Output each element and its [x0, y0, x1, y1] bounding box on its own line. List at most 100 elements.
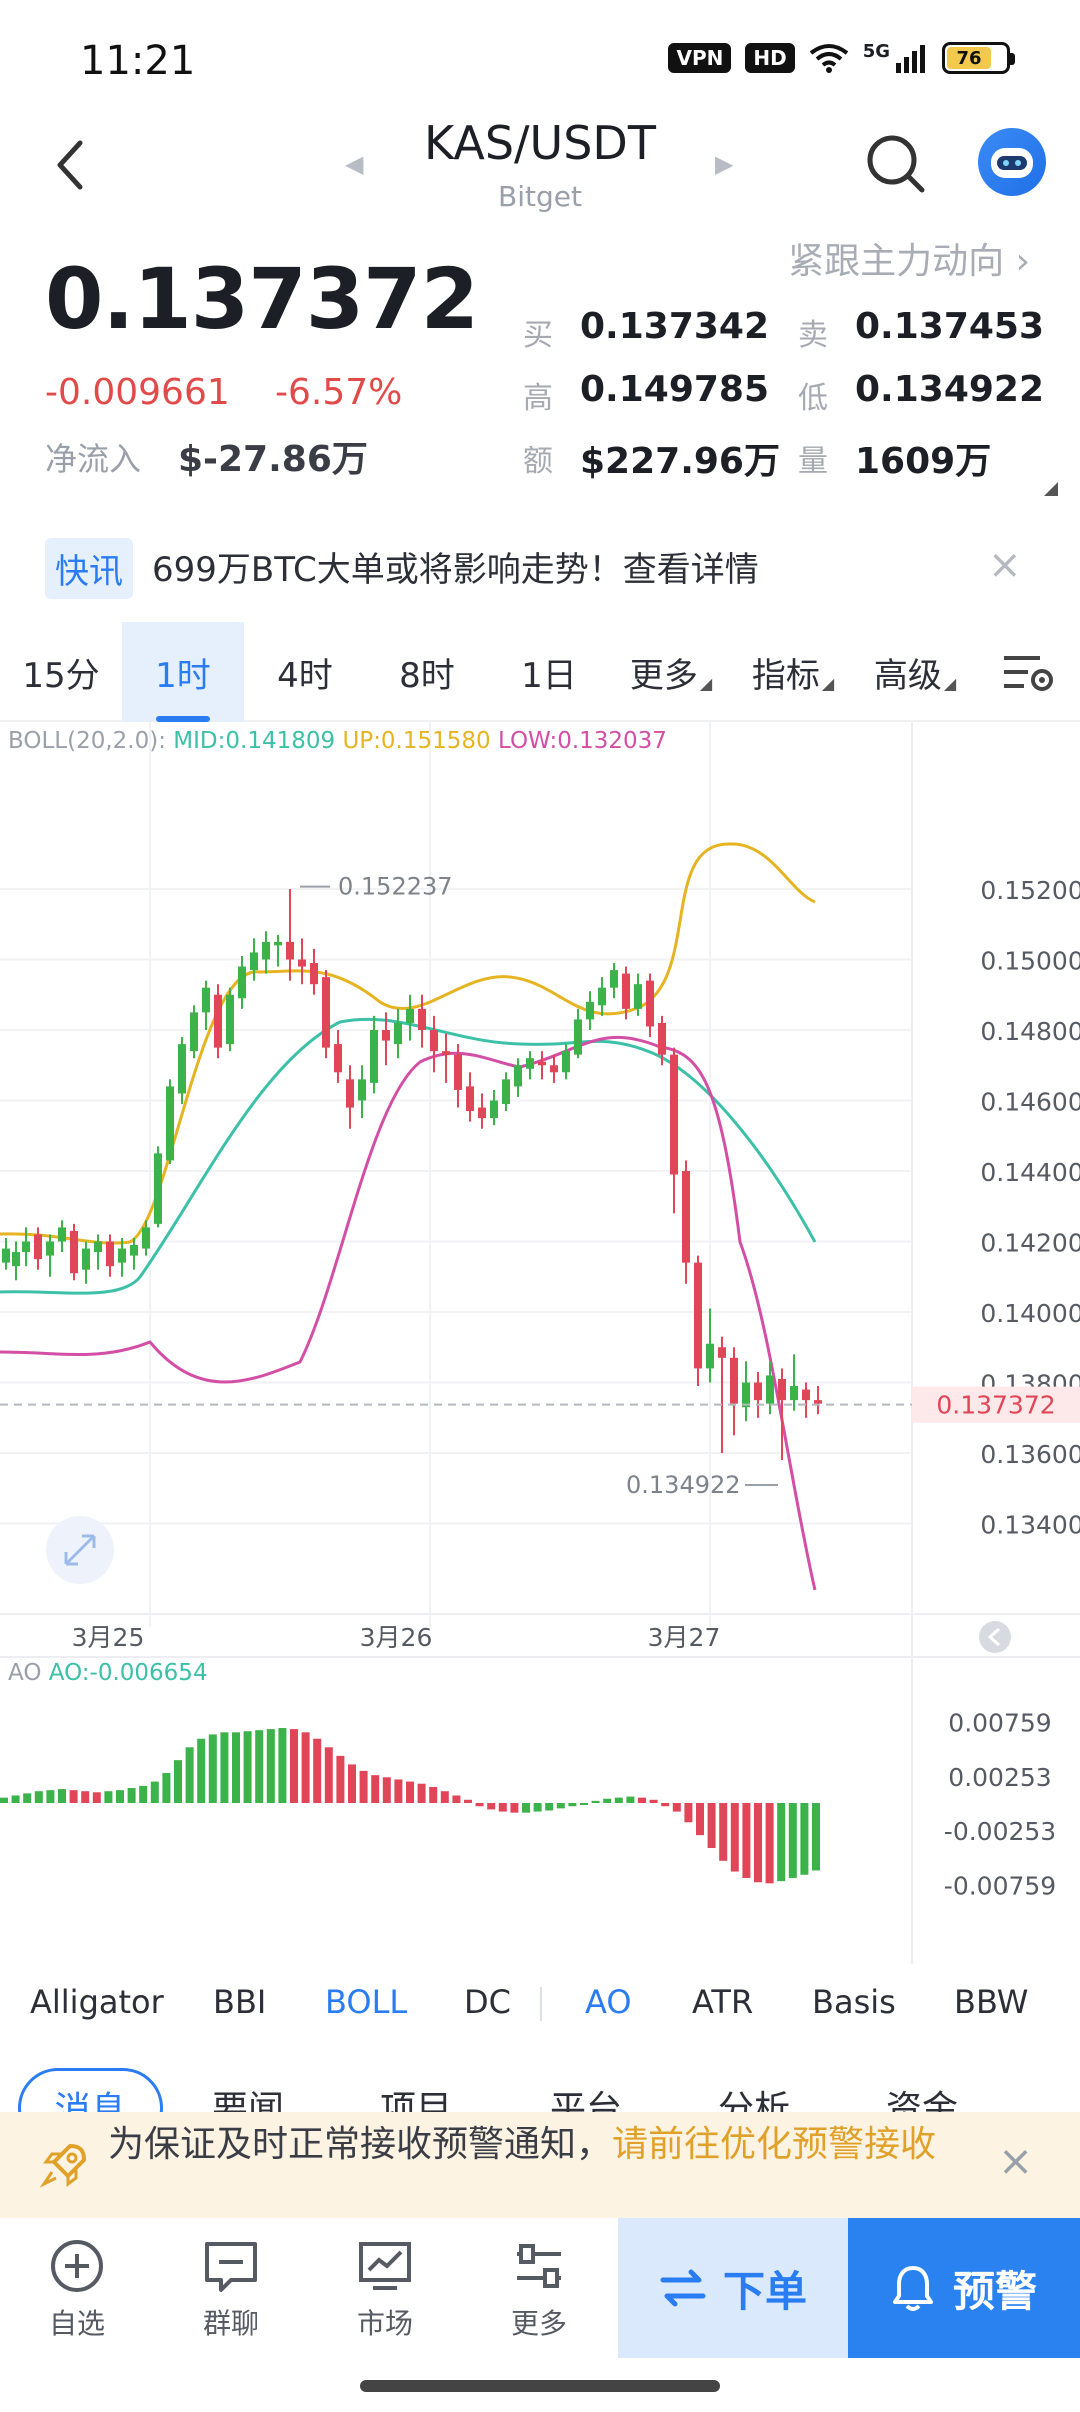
candle-up	[118, 1248, 126, 1263]
tab-more[interactable]: 更多 ◢	[629, 655, 713, 696]
indicator-boll[interactable]: BOLL	[325, 1983, 408, 2021]
candle-up	[274, 941, 282, 946]
nav-group-chat[interactable]: 群聊	[154, 2236, 308, 2342]
candle-down	[106, 1241, 114, 1267]
ao-value: AO:-0.006654	[48, 1660, 208, 1686]
tab-1h[interactable]: 1时	[122, 622, 244, 722]
next-pair-icon[interactable]: ▶	[715, 150, 734, 178]
candle-down	[682, 1171, 690, 1263]
news-text[interactable]: 699万BTC大单或将影响走势！查看详情	[152, 550, 759, 590]
exchange-name: Bitget	[498, 180, 582, 213]
pair-title[interactable]: KAS/USDT	[424, 116, 656, 170]
high-label: 高	[523, 381, 553, 416]
dropdown-corner-icon: ◢	[943, 673, 957, 693]
tab-analysis[interactable]: 分析	[718, 2089, 791, 2113]
ao-bar	[162, 1773, 171, 1803]
news-bar[interactable]: 快讯 699万BTC大单或将影响走势！查看详情 ×	[0, 528, 1080, 608]
ao-bar	[58, 1789, 66, 1803]
chart-settings-icon[interactable]	[1000, 650, 1056, 696]
nav-label: 市场	[356, 2307, 413, 2340]
tab-8h[interactable]: 8时	[399, 655, 455, 696]
candle-up	[526, 1058, 534, 1069]
candle-up	[610, 970, 618, 988]
battery-icon: 76	[942, 42, 1015, 74]
tab-advanced[interactable]: 高级 ◢	[873, 655, 957, 696]
ask-value: 0.137453	[855, 306, 1045, 347]
candle-up	[562, 1051, 570, 1073]
ao-bar	[371, 1775, 380, 1803]
ao-bar	[452, 1795, 461, 1803]
news-tag: 快讯	[45, 538, 133, 599]
candle-up	[166, 1086, 174, 1161]
ao-bar	[92, 1792, 101, 1803]
ao-bar	[719, 1803, 728, 1861]
swap-arrows-icon	[660, 2269, 706, 2307]
tab-1d[interactable]: 1日	[521, 655, 577, 696]
candle-up	[178, 1044, 186, 1094]
nav-more[interactable]: 更多	[462, 2236, 616, 2342]
back-arrow-icon[interactable]	[50, 135, 90, 195]
indicator-alligator[interactable]: Alligator	[30, 1983, 164, 2021]
ao-bar	[232, 1732, 240, 1803]
ao-legend: AO AO:-0.006654	[8, 1660, 208, 1686]
price-change: -0.009661	[45, 372, 230, 413]
tab-15m[interactable]: 15分	[22, 655, 100, 696]
candle-down	[34, 1234, 42, 1260]
tab-projects[interactable]: 项目	[380, 2089, 453, 2113]
tab-indicators[interactable]: 指标 ◢	[751, 655, 835, 696]
ao-bar	[464, 1799, 472, 1803]
indicator-ao[interactable]: AO	[585, 1983, 632, 2021]
high-value: 0.149785	[580, 369, 770, 410]
status-icons: VPN HD 5G 76	[668, 41, 1015, 74]
indicator-atr[interactable]: ATR	[692, 1983, 754, 2021]
candle-down	[286, 941, 294, 960]
indicator-basis[interactable]: Basis	[812, 1983, 896, 2021]
candle-up	[394, 1022, 402, 1045]
high-marker-label: 0.152237	[338, 873, 453, 901]
place-order-button[interactable]: 下单	[618, 2218, 848, 2358]
search-icon[interactable]	[862, 130, 932, 200]
indicator-bbi[interactable]: BBI	[213, 1983, 267, 2021]
netflow-value: $-27.86万	[178, 439, 368, 480]
ao-bar	[150, 1781, 159, 1803]
chat-icon	[205, 2242, 257, 2292]
ao-bar	[777, 1803, 786, 1882]
tab-4h[interactable]: 4时	[277, 655, 333, 696]
candle-down	[466, 1086, 474, 1112]
ao-bar	[34, 1791, 43, 1803]
ao-bar	[742, 1803, 751, 1878]
candle-down	[538, 1061, 546, 1066]
tab-funds[interactable]: 资金	[886, 2089, 959, 2113]
nav-watchlist[interactable]: 自选	[0, 2236, 154, 2342]
robot-assistant-icon[interactable]	[978, 128, 1046, 196]
candle-up	[202, 987, 210, 1013]
market-chart-icon	[359, 2242, 411, 2290]
wifi-icon	[809, 44, 848, 73]
close-icon[interactable]: ×	[988, 542, 1022, 588]
candle-down	[694, 1262, 702, 1369]
price-alert-button[interactable]: 预警	[848, 2218, 1080, 2358]
tab-news[interactable]: 消息	[18, 2068, 163, 2113]
candle-up	[154, 1153, 162, 1224]
turnover-value: $227.96万	[580, 441, 780, 482]
expand-corner-icon[interactable]	[1044, 482, 1058, 496]
candle-down	[442, 1051, 450, 1055]
optimize-alert-link[interactable]: 请前往优化预警接收	[612, 2124, 937, 2165]
ao-bar	[104, 1791, 113, 1803]
ao-bar	[208, 1734, 217, 1803]
bid-label: 买	[523, 318, 553, 353]
indicator-dc[interactable]: DC	[464, 1983, 511, 2021]
ao-bar	[197, 1738, 206, 1803]
alert-notification-banner[interactable]: 为保证及时正常接收预警通知，请前往优化预警接收 ×	[0, 2112, 1080, 2218]
ao-bar	[487, 1803, 496, 1810]
nav-market[interactable]: 市场	[308, 2236, 462, 2342]
indicator-bbw[interactable]: BBW	[954, 1983, 1029, 2021]
follow-main-force-link[interactable]: 紧跟主力动向 ›	[788, 241, 1030, 282]
tab-platforms[interactable]: 平台	[550, 2089, 623, 2113]
tab-headlines[interactable]: 要闻	[212, 2089, 285, 2113]
close-icon[interactable]: ×	[998, 2136, 1034, 2185]
content-tabs: 消息 要闻 项目 平台 分析 资金	[0, 2058, 1080, 2113]
prev-pair-icon[interactable]: ◀	[345, 150, 364, 178]
